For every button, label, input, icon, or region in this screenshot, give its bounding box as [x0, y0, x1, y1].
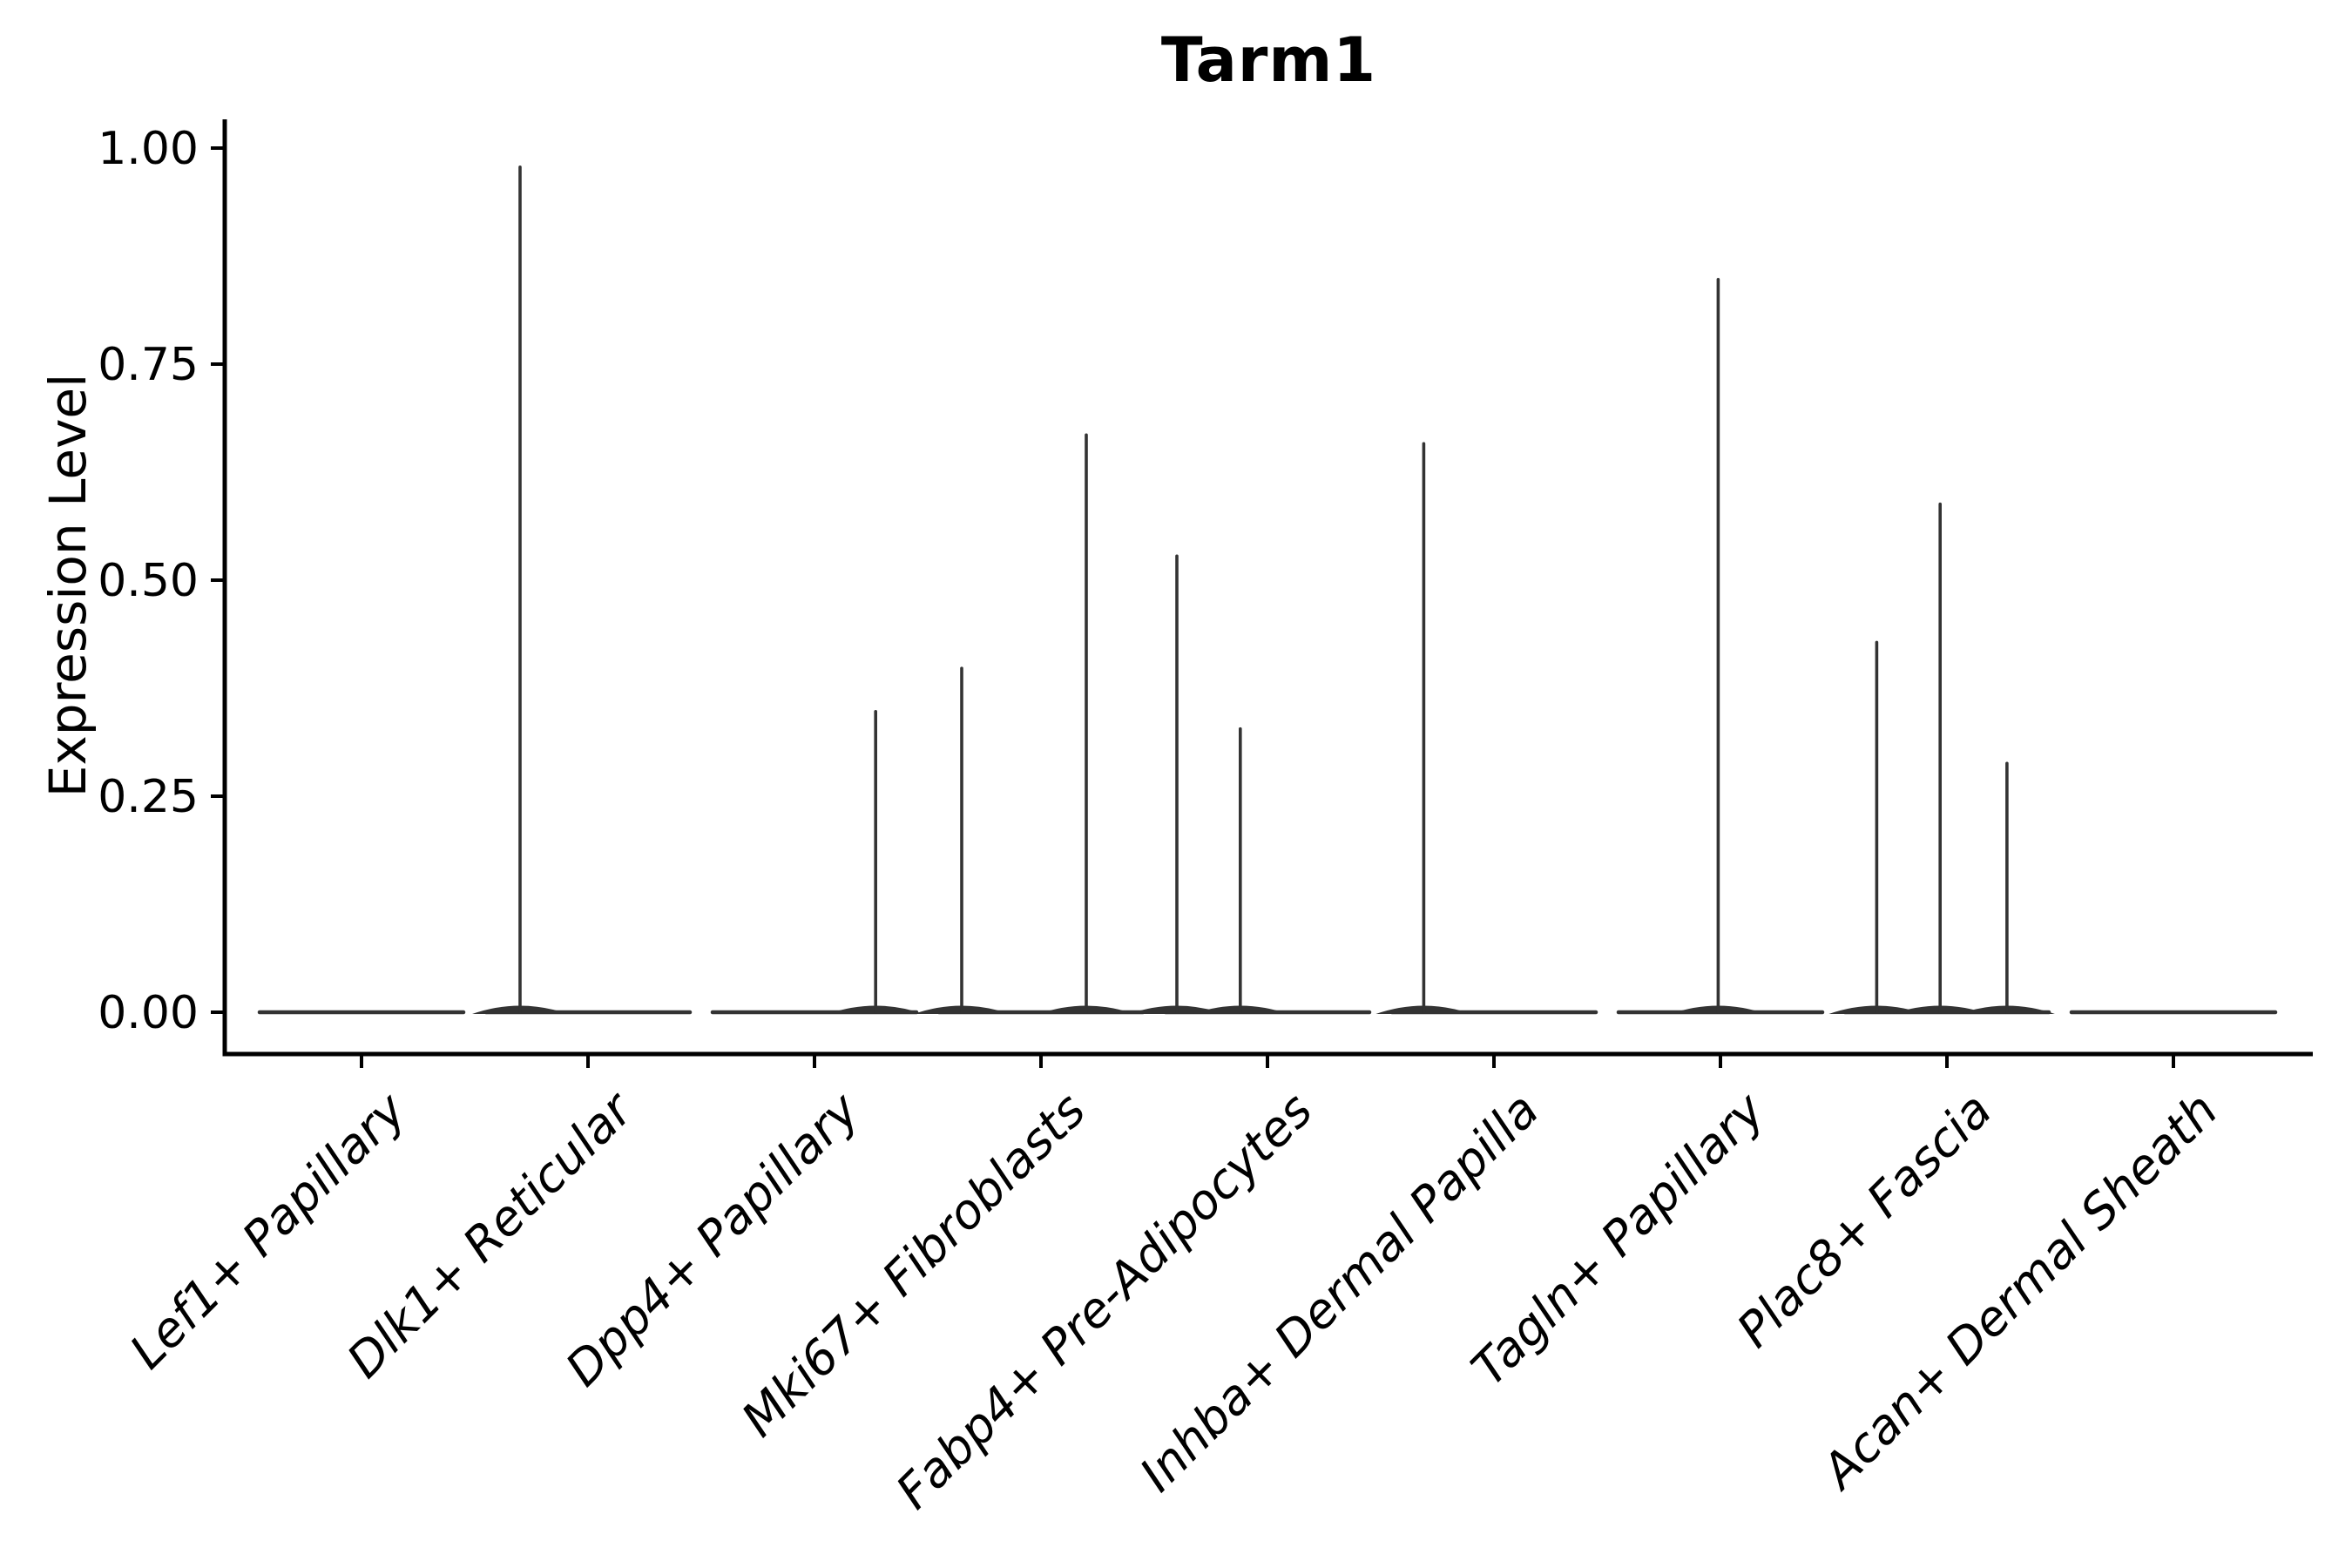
- y-tick-label: 0.00: [98, 987, 199, 1039]
- y-tick-label: 0.75: [98, 339, 199, 391]
- plot-title: Tarm1: [1160, 24, 1377, 96]
- y-tick-label: 1.00: [98, 123, 199, 175]
- y-tick-label: 0.50: [98, 555, 199, 607]
- y-tick-label: 0.25: [98, 771, 199, 823]
